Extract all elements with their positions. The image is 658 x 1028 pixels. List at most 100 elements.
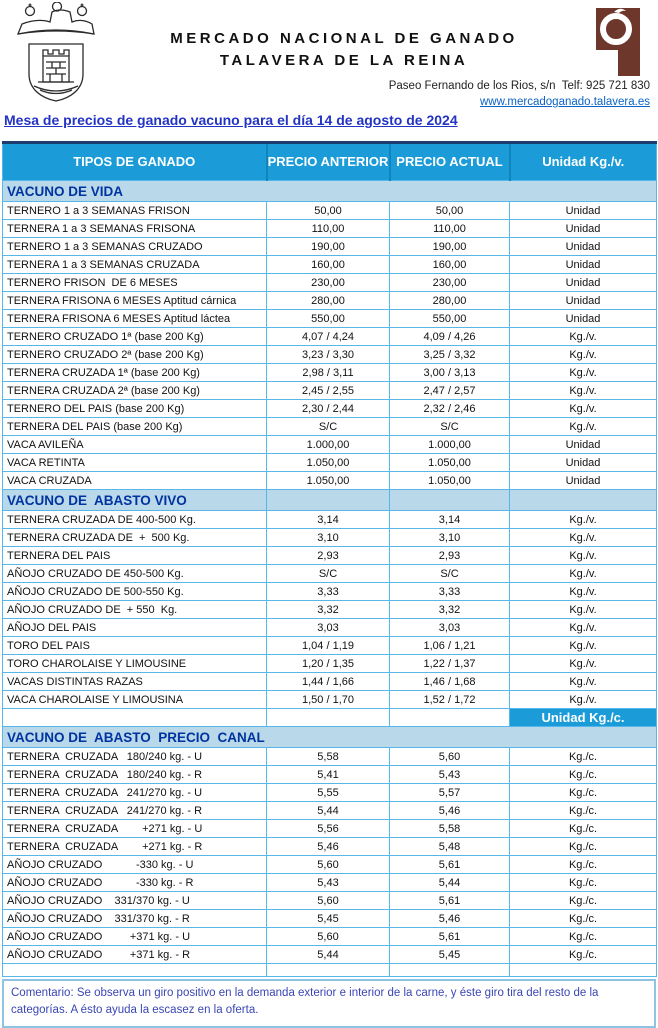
table-row: AÑOJO DEL PAIS 3,03 3,03 Kg./v. xyxy=(2,618,657,637)
cell-tipo: TERNERA 1 a 3 SEMANAS CRUZADA xyxy=(2,255,267,274)
cell-tipo: TERNERO 1 a 3 SEMANAS CRUZADO xyxy=(2,237,267,256)
cell-precio-actual: 50,00 xyxy=(389,201,510,220)
cell-tipo: AÑOJO CRUZADO +371 kg. - U xyxy=(2,927,267,946)
cell-precio-actual: 3,03 xyxy=(389,618,510,637)
cell-tipo: AÑOJO CRUZADO 331/370 kg. - U xyxy=(2,891,267,910)
cell-precio-actual: 5,58 xyxy=(389,819,510,838)
cell-precio-actual: 190,00 xyxy=(389,237,510,256)
cell-precio-anterior: 190,00 xyxy=(266,237,390,256)
mercado-brand-logo-icon xyxy=(596,8,640,76)
cell-unidad: Kg./v. xyxy=(509,564,657,583)
table-row: TERNERA CRUZADA DE + 500 Kg. 3,10 3,10 Kg./… xyxy=(2,528,657,547)
table-row: TERNERO DEL PAIS (base 200 Kg) 2,30 / 2,4… xyxy=(2,399,657,418)
table-row: TERNERA CRUZADA +271 kg. - R 5,46 5,48 Kg./… xyxy=(2,837,657,856)
cell-tipo: TERNERO FRISON DE 6 MESES xyxy=(2,273,267,292)
cell-precio-anterior: 3,33 xyxy=(266,582,390,601)
cell-unidad: Kg./v. xyxy=(509,417,657,436)
cell-precio-actual: 2,47 / 2,57 xyxy=(389,381,510,400)
cell-tipo: TERNERA DEL PAIS xyxy=(2,546,267,565)
cell-precio-anterior: 160,00 xyxy=(266,255,390,274)
price-table-body: VACUNO DE VIDA TERNERO 1 a 3 SEMANAS FRIS… xyxy=(2,180,657,977)
cell-unidad: Kg./c. xyxy=(509,765,657,784)
column-header-tipos: TIPOS DE GANADO xyxy=(2,141,267,181)
cell-precio-anterior: 1.000,00 xyxy=(266,435,390,454)
cell-unidad: Kg./v. xyxy=(509,363,657,382)
table-row: TERNERA CRUZADA 241/270 kg. - U 5,55 5,57 K… xyxy=(2,783,657,802)
cell-precio-anterior: 50,00 xyxy=(266,201,390,220)
cell-precio-actual: 1.000,00 xyxy=(389,435,510,454)
table-row: TERNERA CRUZADA 180/240 kg. - R 5,41 5,43 K… xyxy=(2,765,657,784)
table-row: AÑOJO CRUZADO DE 450-500 Kg. S/C S/C Kg./v. xyxy=(2,564,657,583)
cell-precio-anterior: 2,30 / 2,44 xyxy=(266,399,390,418)
cell-tipo: TERNERA CRUZADA 180/240 kg. - U xyxy=(2,747,267,766)
cell-unidad: Unidad xyxy=(509,219,657,238)
cell-tipo: VACA CHAROLAISE Y LIMOUSINA xyxy=(2,690,267,709)
cell-unidad: Kg./c. xyxy=(509,783,657,802)
website-link[interactable]: www.mercadoganado.talavera.es xyxy=(479,96,650,108)
cell-tipo: TERNERO DEL PAIS (base 200 Kg) xyxy=(2,399,267,418)
table-row: TERNERA CRUZADA 241/270 kg. - R 5,44 5,46 K… xyxy=(2,801,657,820)
table-row: TERNERA 1 a 3 SEMANAS CRUZADA 160,00 160,0… xyxy=(2,255,657,274)
cell-precio-anterior: 5,43 xyxy=(266,873,390,892)
empty-cell xyxy=(2,963,267,977)
table-row: TERNERO CRUZADO 2ª (base 200 Kg) 3,23 / 3… xyxy=(2,345,657,364)
cell-precio-actual: 160,00 xyxy=(389,255,510,274)
section-row: VACUNO DE ABASTO VIVO xyxy=(2,489,657,511)
cell-precio-anterior: 4,07 / 4,24 xyxy=(266,327,390,346)
cell-precio-anterior: 3,23 / 3,30 xyxy=(266,345,390,364)
cell-unidad: Kg./v. xyxy=(509,618,657,637)
cell-unidad: Kg./v. xyxy=(509,654,657,673)
cell-unidad: Kg./c. xyxy=(509,909,657,928)
cell-unidad: Kg./v. xyxy=(509,381,657,400)
cell-unidad: Unidad xyxy=(509,273,657,292)
cell-unidad: Kg./c. xyxy=(509,873,657,892)
section-row: VACUNO DE ABASTO PRECIO CANAL xyxy=(2,726,657,748)
document-title: Mesa de precios de ganado vacuno para el… xyxy=(4,112,458,128)
cell-precio-actual: 4,09 / 4,26 xyxy=(389,327,510,346)
cell-precio-anterior: 2,98 / 3,11 xyxy=(266,363,390,382)
cell-precio-actual: 3,25 / 3,32 xyxy=(389,345,510,364)
org-line2: TALAVERA DE LA REINA xyxy=(219,51,469,69)
cell-precio-anterior: 3,03 xyxy=(266,618,390,637)
section-title: VACUNO DE ABASTO VIVO xyxy=(2,489,267,511)
table-row: TERNERA FRISONA 6 MESES Aptitud cárnica 2… xyxy=(2,291,657,310)
cell-tipo: TERNERA CRUZADA 241/270 kg. - R xyxy=(2,801,267,820)
cell-precio-anterior: 550,00 xyxy=(266,309,390,328)
empty-cell xyxy=(266,963,390,977)
cell-precio-actual: 5,45 xyxy=(389,945,510,964)
cell-unidad: Kg./v. xyxy=(509,690,657,709)
cell-precio-actual: 3,10 xyxy=(389,528,510,547)
cell-precio-anterior: 5,46 xyxy=(266,837,390,856)
cell-precio-anterior: 5,60 xyxy=(266,891,390,910)
cell-precio-actual: 1,22 / 1,37 xyxy=(389,654,510,673)
cell-precio-anterior: 5,44 xyxy=(266,945,390,964)
cell-precio-actual: 3,32 xyxy=(389,600,510,619)
empty-cell xyxy=(509,963,657,977)
cell-precio-actual: 1.050,00 xyxy=(389,453,510,472)
table-row: TORO CHAROLAISE Y LIMOUSINE 1,20 / 1,35 1,… xyxy=(2,654,657,673)
cell-precio-anterior: 1,20 / 1,35 xyxy=(266,654,390,673)
cell-precio-actual: 5,48 xyxy=(389,837,510,856)
cell-unidad: Unidad xyxy=(509,201,657,220)
table-row: TERNERA 1 a 3 SEMANAS FRISONA 110,00 110,0… xyxy=(2,219,657,238)
unit-change-row: Unidad Kg./c. xyxy=(2,708,657,727)
table-row: TERNERO CRUZADO 1ª (base 200 Kg) 4,07 / 4… xyxy=(2,327,657,346)
cell-precio-actual: 5,46 xyxy=(389,801,510,820)
cell-precio-anterior: 3,10 xyxy=(266,528,390,547)
table-row: TERNERA CRUZADA 2ª (base 200 Kg) 2,45 / 2… xyxy=(2,381,657,400)
cell-tipo: TERNERA CRUZADA 180/240 kg. - R xyxy=(2,765,267,784)
cell-unidad: Kg./v. xyxy=(509,510,657,529)
cell-precio-anterior: 5,58 xyxy=(266,747,390,766)
table-row: VACA CHAROLAISE Y LIMOUSINA 1,50 / 1,70 1,… xyxy=(2,690,657,709)
cell-unidad: Kg./c. xyxy=(509,801,657,820)
cell-precio-anterior: 5,56 xyxy=(266,819,390,838)
cell-tipo: TERNERA CRUZADA 1ª (base 200 Kg) xyxy=(2,363,267,382)
cell-precio-anterior: 5,45 xyxy=(266,909,390,928)
cell-unidad: Kg./c. xyxy=(509,819,657,838)
section-row: VACUNO DE VIDA xyxy=(2,180,657,202)
comment-box: Comentario: Se observa un giro positivo … xyxy=(2,979,656,1028)
cell-precio-actual: 110,00 xyxy=(389,219,510,238)
cell-unidad: Kg./c. xyxy=(509,945,657,964)
table-row: VACAS DISTINTAS RAZAS 1,44 / 1,66 1,46 / 1… xyxy=(2,672,657,691)
cell-unidad: Kg./v. xyxy=(509,636,657,655)
